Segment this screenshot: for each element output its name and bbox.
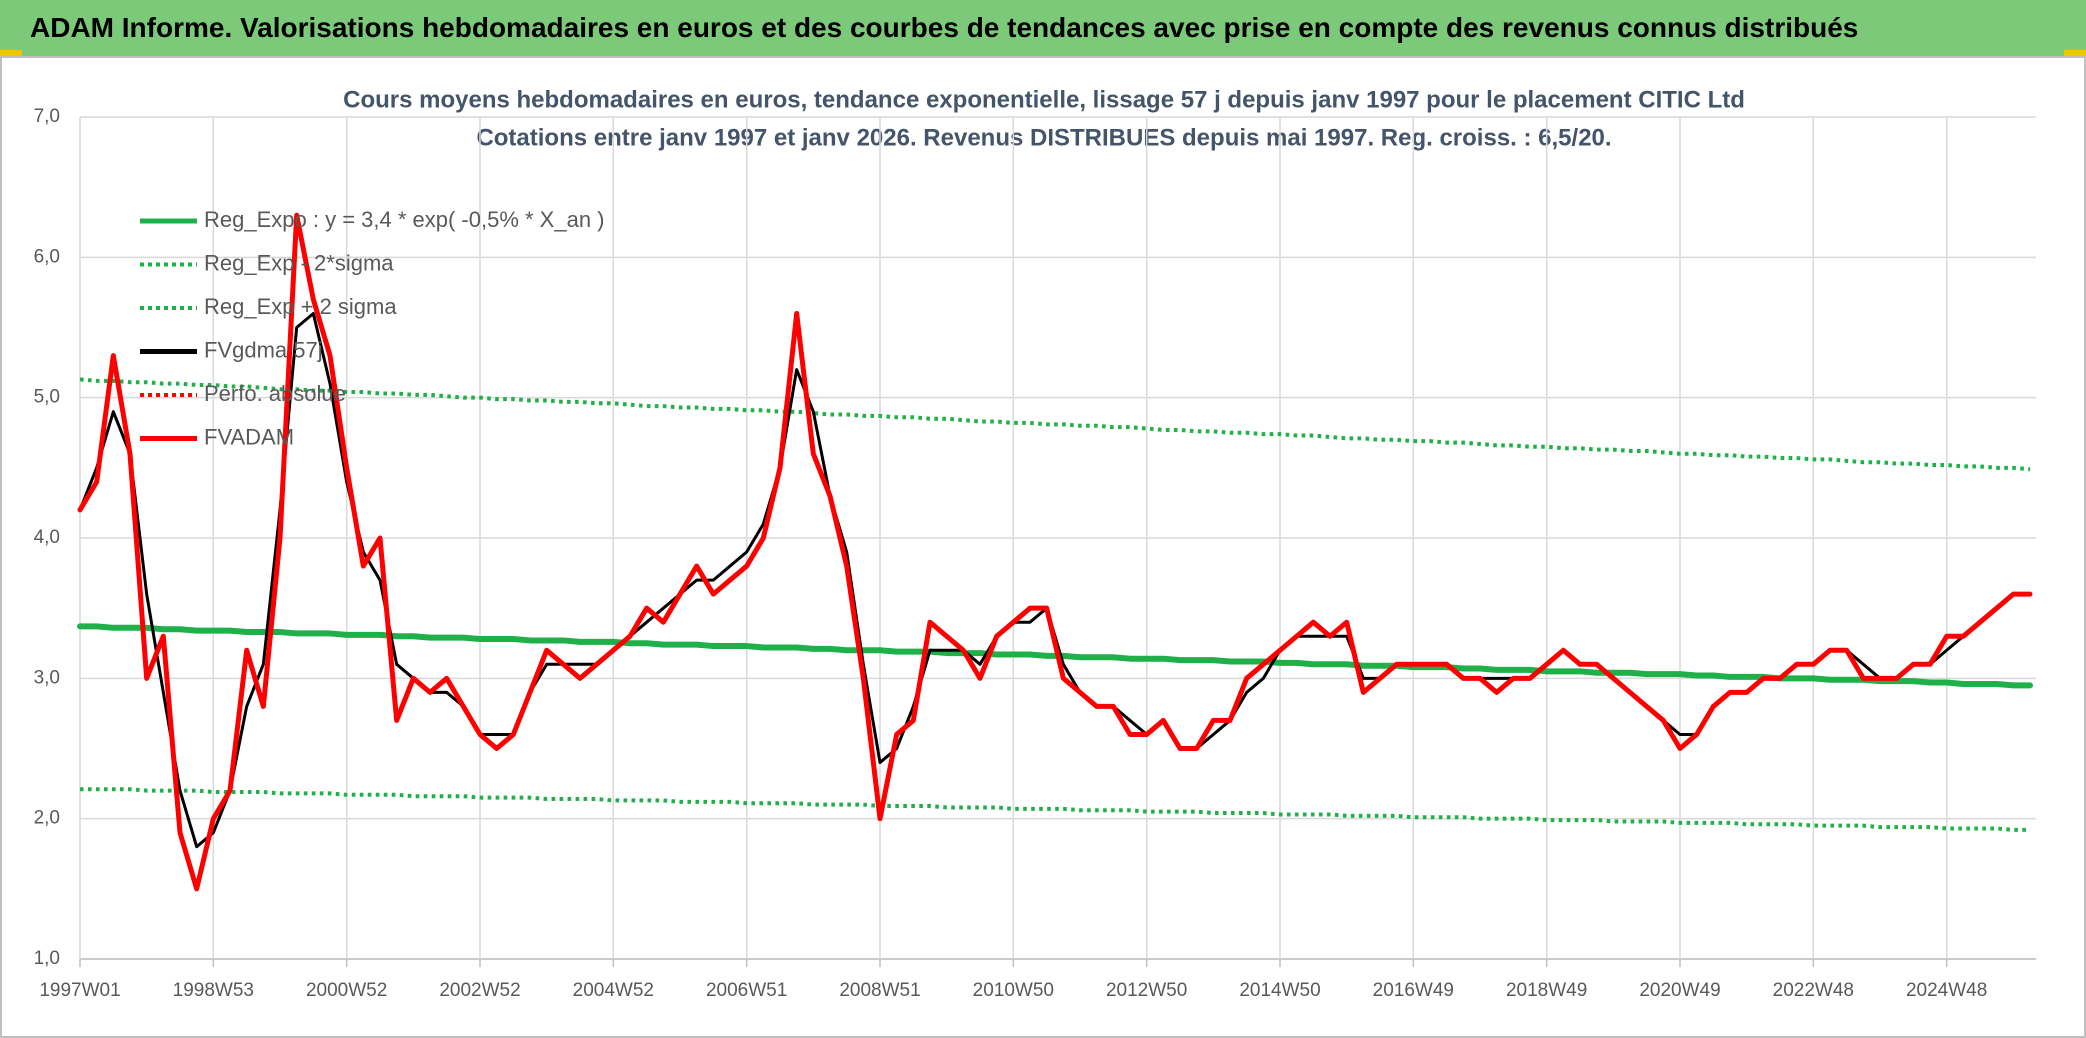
x-tick-label: 2022W48 [1773, 980, 1854, 1001]
y-tick-label: 4,0 [34, 527, 60, 548]
corner-mark [0, 50, 22, 58]
series-line [80, 787, 2030, 832]
x-tick-label: 2012W50 [1106, 980, 1187, 1001]
x-tick-label: 2016W49 [1373, 980, 1454, 1001]
page-header: ADAM Informe. Valorisations hebdomadaire… [0, 0, 2086, 56]
x-tick-label: 1997W01 [39, 980, 120, 1001]
legend-label: Perfo. absolue [204, 381, 346, 406]
x-tick-label: 2008W51 [839, 980, 920, 1001]
legend-label: Reg_Exp - 2*sigma [204, 250, 394, 275]
x-tick-label: 2020W49 [1639, 980, 1720, 1001]
x-tick-label: 1998W53 [173, 980, 254, 1001]
x-tick-label: 2006W51 [706, 980, 787, 1001]
y-tick-label: 5,0 [34, 387, 60, 408]
corner-mark [2064, 50, 2086, 58]
y-tick-label: 7,0 [34, 106, 60, 127]
x-tick-label: 2002W52 [439, 980, 520, 1001]
legend-label: FVgdma 57j [204, 337, 323, 362]
x-tick-label: 2004W52 [573, 980, 654, 1001]
legend-label: Reg_Exp + 2 sigma [204, 294, 397, 319]
x-tick-label: 2024W48 [1906, 980, 1987, 1001]
legend-label: FVADAM [204, 424, 294, 449]
y-tick-label: 2,0 [34, 808, 60, 829]
x-tick-label: 2018W49 [1506, 980, 1587, 1001]
x-tick-label: 2010W50 [973, 980, 1054, 1001]
x-tick-label: 2014W50 [1239, 980, 1320, 1001]
chart-title: Cours moyens hebdomadaires en euros, ten… [343, 86, 1745, 113]
series-line [79, 377, 2031, 472]
chart-subtitle: Cotations entre janv 1997 et janv 2026. … [476, 124, 1611, 151]
series-line [77, 623, 2033, 689]
x-tick-label: 2000W52 [306, 980, 387, 1001]
y-tick-label: 6,0 [34, 246, 60, 267]
chart-frame [0, 56, 2086, 1038]
series-line [77, 212, 2033, 892]
y-tick-label: 3,0 [34, 667, 60, 688]
chart: Cours moyens hebdomadaires en euros, ten… [0, 56, 2086, 1038]
legend-label: Reg_Expo : y = 3,4 * exp( -0,5% * X_an ) [204, 207, 605, 232]
y-tick-label: 1,0 [34, 948, 60, 969]
